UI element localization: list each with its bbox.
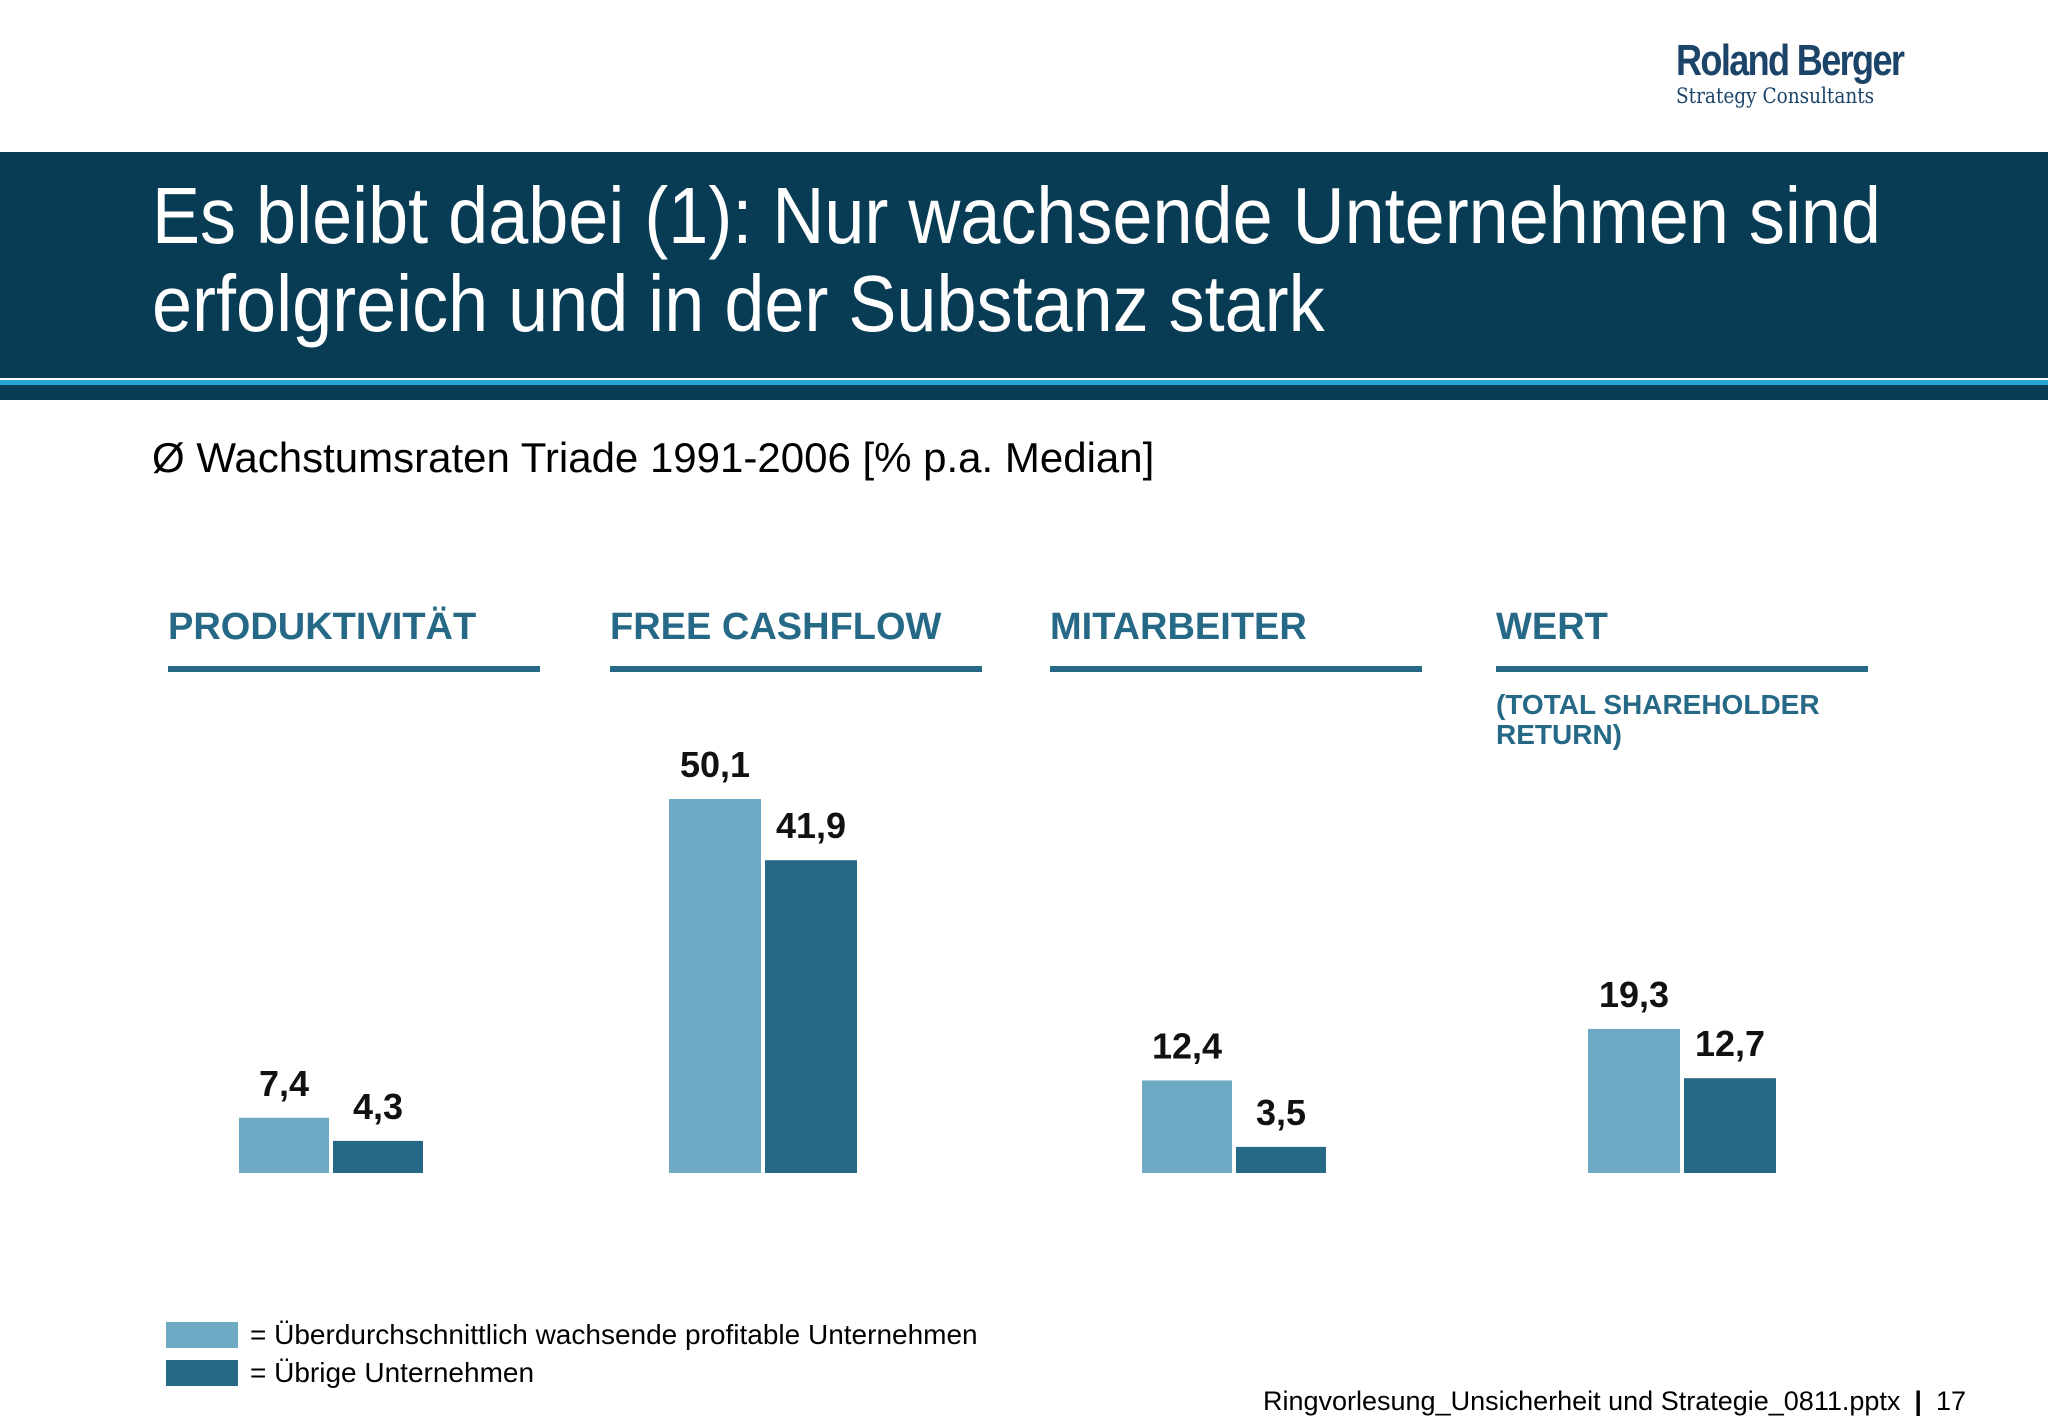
value-label-produktivitaet-other: 4,3 [353, 1086, 403, 1127]
slide-title-line-1: Es bleibt dabei (1): Nur wachsende Unter… [152, 171, 1881, 260]
value-label-wert-above-average: 19,3 [1599, 974, 1669, 1015]
legend-item-other: = Übrige Unternehmen [166, 1354, 978, 1392]
bar-mitarbeiter-above-average [1142, 1080, 1232, 1173]
category-header-produktivitaet: PRODUKTIVITÄT [168, 600, 540, 672]
bar-wert-other [1684, 1078, 1776, 1173]
bar-wert-above-average [1588, 1028, 1680, 1173]
value-label-mitarbeiter-other: 3,5 [1256, 1092, 1306, 1133]
bar-mitarbeiter-other [1236, 1146, 1326, 1173]
footer-separator: | [1914, 1386, 1922, 1416]
bar-free-cashflow-above-average [669, 799, 761, 1173]
legend-label: = Überdurchschnittlich wachsende profita… [250, 1319, 978, 1350]
legend-item-above-average: = Überdurchschnittlich wachsende profita… [166, 1316, 978, 1354]
value-label-wert-other: 12,7 [1695, 1023, 1765, 1064]
page-number: 17 [1935, 1386, 1966, 1416]
category-rule [168, 666, 540, 672]
chart-legend: = Überdurchschnittlich wachsende profita… [166, 1316, 978, 1392]
value-label-mitarbeiter-above-average: 12,4 [1152, 1025, 1222, 1066]
bar-produktivitaet-other [333, 1140, 423, 1173]
slide-title: Es bleibt dabei (1): Nur wachsende Unter… [152, 171, 1881, 348]
slide-title-line-2: erfolgreich und in der Substanz stark [152, 259, 1325, 348]
title-underline [0, 385, 2048, 400]
category-header-mitarbeiter: MITARBEITER [1050, 600, 1422, 672]
roland-berger-logo: Roland Berger Strategy Consultants [1676, 36, 1916, 109]
logo-wordmark: Roland Berger [1676, 36, 1905, 85]
category-header-free-cashflow: FREE CASHFLOW [610, 600, 982, 672]
slide-footer: Ringvorlesung_Unsicherheit und Strategie… [1263, 1386, 1966, 1417]
category-label: MITARBEITER [1050, 606, 1307, 648]
legend-swatch-dark [166, 1360, 238, 1386]
value-label-free-cashflow-other: 41,9 [776, 805, 846, 846]
category-rule [1496, 666, 1868, 672]
legend-label: = Übrige Unternehmen [250, 1357, 535, 1388]
category-rule [1050, 666, 1422, 672]
title-bar [0, 152, 2048, 378]
bar-produktivitaet-above-average [239, 1117, 329, 1173]
category-label: WERT [1496, 606, 1608, 648]
legend-swatch-light [166, 1322, 238, 1348]
footer-filename: Ringvorlesung_Unsicherheit und Strategie… [1262, 1386, 1901, 1416]
category-note: (TOTAL SHAREHOLDER RETURN) [1496, 689, 1820, 750]
chart-subtitle: Ø Wachstumsraten Triade 1991-2006 [% p.a… [152, 434, 1155, 481]
category-label: PRODUKTIVITÄT [168, 606, 477, 648]
value-label-free-cashflow-above-average: 50,1 [680, 744, 750, 785]
value-label-produktivitaet-above-average: 7,4 [259, 1063, 309, 1104]
category-label: FREE CASHFLOW [610, 606, 942, 648]
bar-free-cashflow-other [765, 860, 857, 1173]
title-accent-line [0, 380, 2048, 385]
logo-tagline: Strategy Consultants [1676, 84, 1875, 108]
category-header-wert: WERT (TOTAL SHAREHOLDER RETURN) [1496, 600, 1868, 750]
category-rule [610, 666, 982, 672]
